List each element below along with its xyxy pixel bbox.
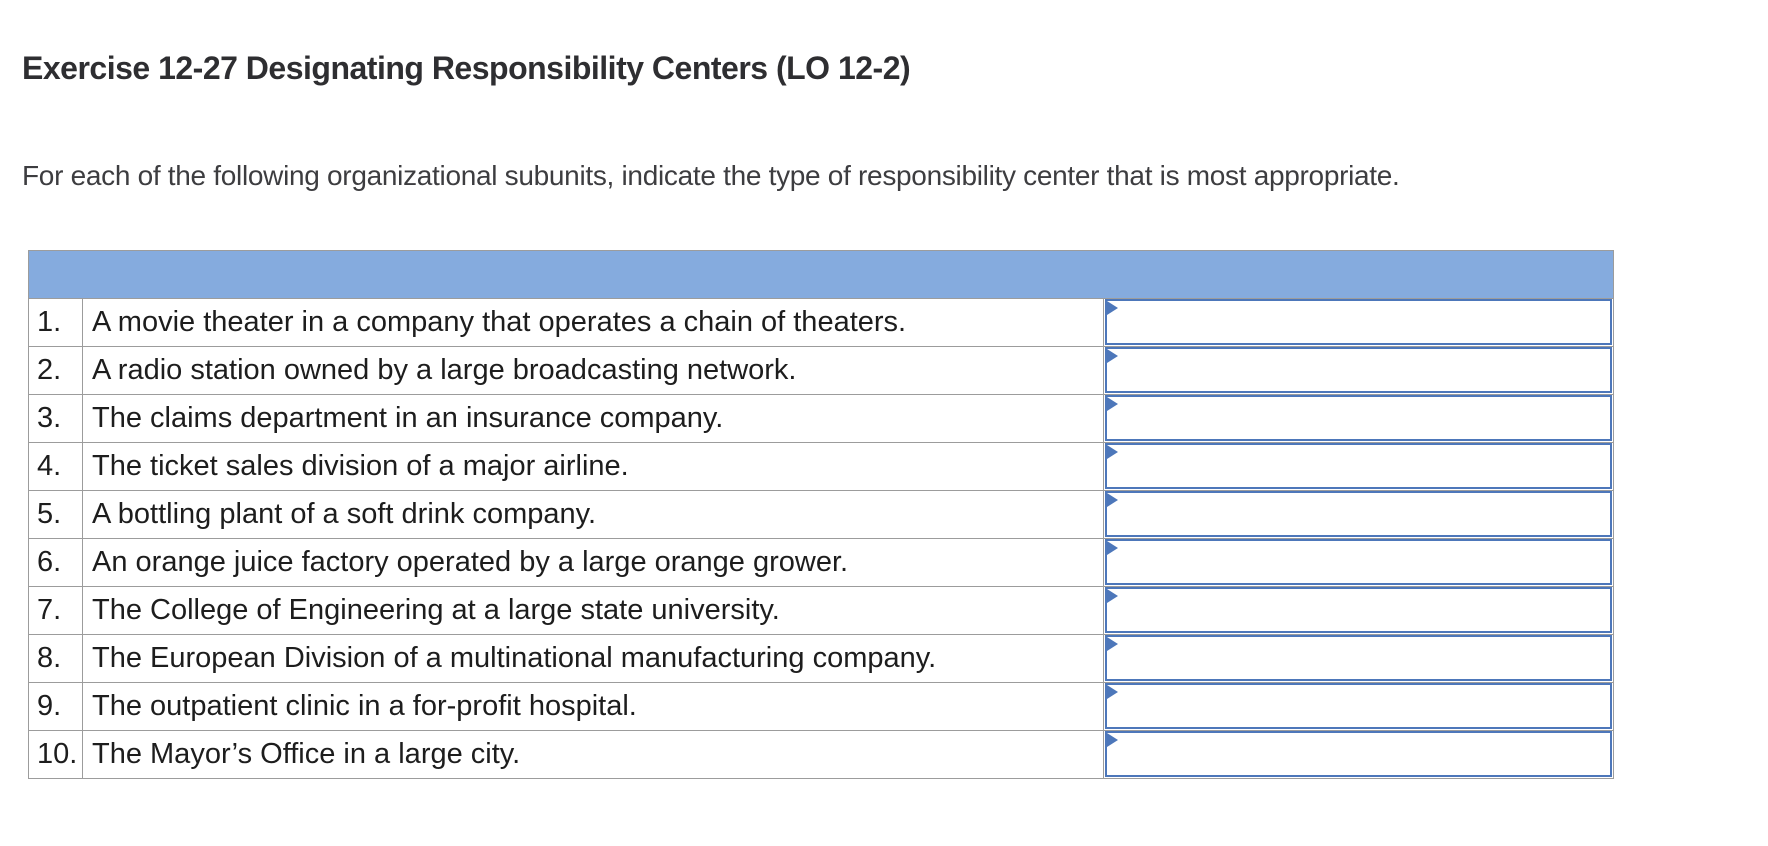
answer-dropdown[interactable] <box>1105 491 1613 537</box>
table-row: 9. The outpatient clinic in a for-profit… <box>28 682 1615 731</box>
answer-cell <box>1102 298 1615 347</box>
row-number: 4. <box>28 442 83 491</box>
row-number: 8. <box>28 634 83 683</box>
table-row: 7. The College of Engineering at a large… <box>28 586 1615 635</box>
answer-dropdown[interactable] <box>1105 299 1613 345</box>
answer-dropdown[interactable] <box>1105 731 1613 777</box>
dropdown-marker-icon <box>1107 685 1118 699</box>
answer-dropdown[interactable] <box>1105 539 1613 585</box>
answer-dropdown[interactable] <box>1105 683 1613 729</box>
responsibility-centers-table: 1. A movie theater in a company that ope… <box>27 250 1615 779</box>
answer-cell <box>1102 490 1615 539</box>
answer-dropdown[interactable] <box>1105 347 1613 393</box>
dropdown-marker-icon <box>1107 397 1118 411</box>
page-title: Exercise 12-27 Designating Responsibilit… <box>22 50 911 86</box>
answer-cell <box>1102 730 1615 779</box>
table-row: 3. The claims department in an insurance… <box>28 394 1615 443</box>
dropdown-marker-icon <box>1107 445 1118 459</box>
dropdown-marker-icon <box>1107 733 1118 747</box>
row-description: A movie theater in a company that operat… <box>82 298 1104 347</box>
row-number: 1. <box>28 298 83 347</box>
instruction-text: For each of the following organizational… <box>22 160 1400 191</box>
answer-dropdown[interactable] <box>1105 443 1613 489</box>
table-header-row <box>27 250 1615 299</box>
answer-cell <box>1102 538 1615 587</box>
table-header-cell <box>27 250 1615 299</box>
row-number: 2. <box>28 346 83 395</box>
answer-cell <box>1102 682 1615 731</box>
answer-dropdown[interactable] <box>1105 635 1613 681</box>
dropdown-marker-icon <box>1107 589 1118 603</box>
dropdown-marker-icon <box>1107 637 1118 651</box>
table-row: 2. A radio station owned by a large broa… <box>28 346 1615 395</box>
dropdown-marker-icon <box>1107 541 1118 555</box>
answer-cell <box>1102 634 1615 683</box>
row-number: 5. <box>28 490 83 539</box>
row-number: 6. <box>28 538 83 587</box>
answer-cell <box>1102 586 1615 635</box>
row-description: The claims department in an insurance co… <box>82 394 1104 443</box>
row-description: The Mayor’s Office in a large city. <box>82 730 1104 779</box>
row-number: 7. <box>28 586 83 635</box>
table-row: 10. The Mayor’s Office in a large city. <box>28 730 1615 779</box>
table-row: 6. An orange juice factory operated by a… <box>28 538 1615 587</box>
row-description: The College of Engineering at a large st… <box>82 586 1104 635</box>
row-number: 9. <box>28 682 83 731</box>
answer-cell <box>1102 394 1615 443</box>
answer-dropdown[interactable] <box>1105 395 1613 441</box>
table-row: 4. The ticket sales division of a major … <box>28 442 1615 491</box>
row-number: 10. <box>28 730 83 779</box>
answer-dropdown[interactable] <box>1105 587 1613 633</box>
row-description: The European Division of a multinational… <box>82 634 1104 683</box>
dropdown-marker-icon <box>1107 301 1118 315</box>
table-row: 1. A movie theater in a company that ope… <box>28 298 1615 347</box>
row-description: A bottling plant of a soft drink company… <box>82 490 1104 539</box>
row-description: The outpatient clinic in a for-profit ho… <box>82 682 1104 731</box>
table-row: 8. The European Division of a multinatio… <box>28 634 1615 683</box>
row-description: A radio station owned by a large broadca… <box>82 346 1104 395</box>
dropdown-marker-icon <box>1107 349 1118 363</box>
row-description: An orange juice factory operated by a la… <box>82 538 1104 587</box>
row-number: 3. <box>28 394 83 443</box>
row-description: The ticket sales division of a major air… <box>82 442 1104 491</box>
answer-cell <box>1102 346 1615 395</box>
dropdown-marker-icon <box>1107 493 1118 507</box>
table-row: 5. A bottling plant of a soft drink comp… <box>28 490 1615 539</box>
answer-cell <box>1102 442 1615 491</box>
